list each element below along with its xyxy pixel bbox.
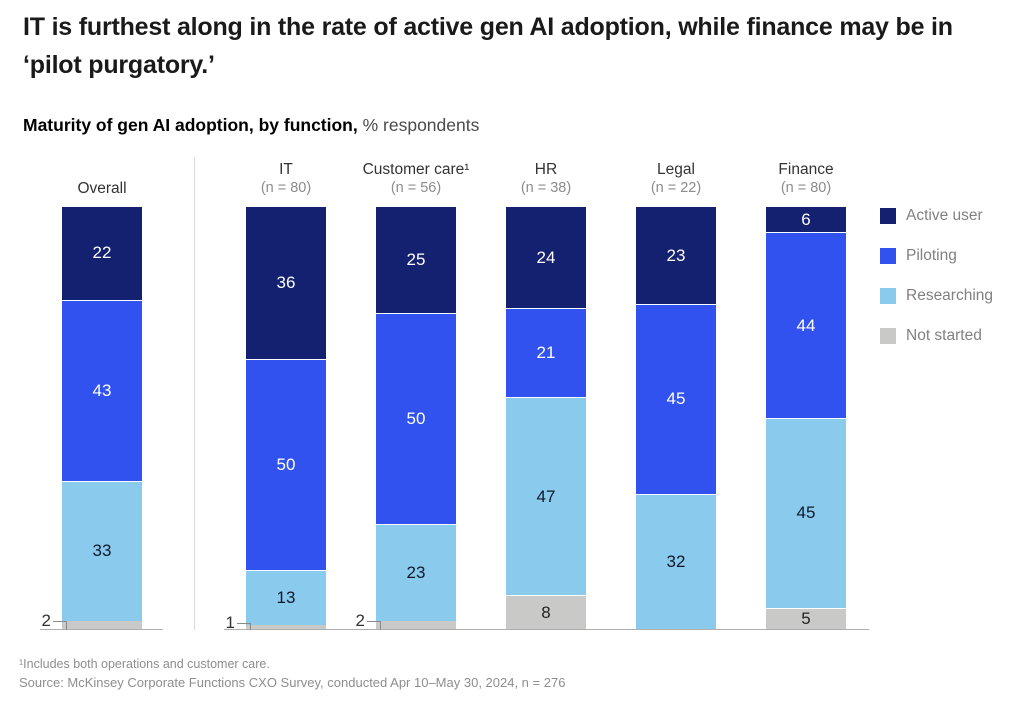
bar-overall: 22 43 33 2: [42, 207, 142, 630]
column-name: Overall: [77, 180, 127, 197]
segment-not-started: 8: [506, 595, 586, 629]
legend-label: Active user: [906, 207, 983, 224]
segment-researching: 47: [506, 396, 586, 596]
legend-swatch-researching: [880, 288, 896, 304]
legend-item-not-started: Not started: [880, 326, 993, 346]
column-header-customer-care-: Customer care¹ (n = 56): [326, 150, 506, 198]
legend-swatch-not-started: [880, 328, 896, 344]
segment-researching: 32: [636, 493, 716, 629]
bar-it: 36 50 13 1: [226, 207, 326, 632]
bar-customer-care-: 25 50 23 2: [356, 207, 456, 630]
segment-not-started: [62, 620, 142, 629]
legend-label: Not started: [906, 327, 982, 344]
segment-researching: 45: [766, 417, 846, 608]
callout-value-not-started: 1: [225, 612, 235, 632]
bar-legal: 23 45 32: [636, 207, 716, 629]
segment-active-user: 36: [246, 207, 326, 359]
callout-leader-line: [367, 620, 381, 630]
segment-piloting: 50: [376, 312, 456, 524]
segment-piloting: 21: [506, 308, 586, 397]
column-sample-size: (n = 56): [390, 180, 442, 196]
column-header-it: IT (n = 80): [196, 150, 376, 198]
source-line: Source: McKinsey Corporate Functions CXO…: [19, 675, 566, 690]
column-name: Customer care¹: [362, 161, 470, 178]
segment-not-started: 5: [766, 607, 846, 629]
column-name: HR: [534, 161, 558, 178]
column-sample-size: (n = 38): [520, 180, 572, 196]
legend: Active user Piloting Researching Not sta…: [880, 206, 993, 366]
legend-label: Piloting: [906, 247, 957, 264]
column-name: Legal: [657, 161, 695, 178]
segment-not-started: [246, 624, 326, 629]
column-sample-size: (n = 80): [780, 180, 832, 196]
legend-swatch-piloting: [880, 248, 896, 264]
segment-researching: 23: [376, 523, 456, 621]
page-title: IT is furthest along in the rate of acti…: [23, 13, 953, 79]
column-header-hr: HR (n = 38): [456, 150, 636, 198]
column-sample-size: (n = 80): [260, 180, 312, 196]
segment-not-started: [376, 620, 456, 629]
segment-researching: 13: [246, 569, 326, 625]
column-sample-size: (n = 22): [650, 180, 702, 196]
column-name: Finance: [778, 161, 834, 178]
segment-active-user: 6: [766, 207, 846, 233]
segment-researching: 33: [62, 481, 142, 621]
segment-active-user: 24: [506, 207, 586, 309]
bar-finance: 6 44 45 5: [766, 207, 846, 629]
segment-piloting: 44: [766, 232, 846, 418]
legend-label: Researching: [906, 287, 994, 304]
segment-active-user: 22: [62, 207, 142, 300]
legend-item-researching: Researching: [880, 286, 993, 306]
chart-subtitle-unit: % respondents: [357, 115, 480, 135]
legend-swatch-active-user: [880, 208, 896, 224]
legend-item-active-user: Active user: [880, 206, 993, 226]
segment-piloting: 50: [246, 358, 326, 570]
segment-piloting: 43: [62, 299, 142, 482]
column-name: IT: [279, 161, 293, 178]
segment-piloting: 45: [636, 304, 716, 494]
chart-subtitle-bold: Maturity of gen AI adoption, by function…: [23, 115, 358, 135]
callout-leader-line: [237, 622, 251, 630]
overall-divider-line: [194, 157, 195, 630]
legend-item-piloting: Piloting: [880, 246, 993, 266]
chart-subtitle: Maturity of gen AI adoption, by function…: [23, 114, 479, 136]
baseline-functions: [224, 629, 869, 630]
column-header-legal: Legal (n = 22): [586, 150, 766, 198]
bar-hr: 24 21 47 8: [506, 207, 586, 629]
baseline-overall: [40, 629, 163, 630]
column-header-finance: Finance (n = 80): [716, 150, 896, 198]
segment-active-user: 25: [376, 207, 456, 313]
callout-value-not-started: 2: [41, 610, 51, 630]
footnote: ¹Includes both operations and customer c…: [19, 657, 270, 671]
column-header-overall: Overall: [12, 150, 192, 198]
callout-leader-line: [53, 620, 67, 630]
segment-active-user: 23: [636, 207, 716, 305]
callout-value-not-started: 2: [355, 610, 365, 630]
